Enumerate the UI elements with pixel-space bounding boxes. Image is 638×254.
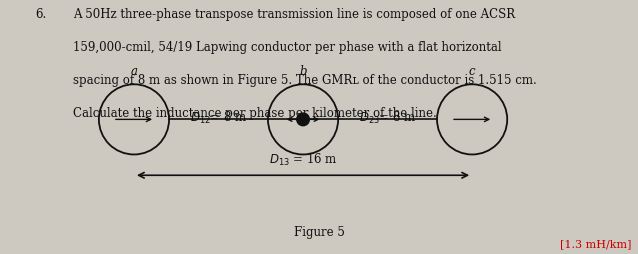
Text: Figure 5: Figure 5 <box>293 226 345 239</box>
Text: A 50Hz three-phase transpose transmission line is composed of one ACSR: A 50Hz three-phase transpose transmissio… <box>73 8 516 21</box>
Text: [1.3 mH/km]: [1.3 mH/km] <box>560 239 632 249</box>
Text: c: c <box>469 65 475 78</box>
Text: 159,000-cmil, 54/19 Lapwing conductor per phase with a flat horizontal: 159,000-cmil, 54/19 Lapwing conductor pe… <box>73 41 502 54</box>
Text: $D_{23}$= 8 m: $D_{23}$= 8 m <box>359 109 417 126</box>
Text: b: b <box>299 65 307 78</box>
Text: 6.: 6. <box>35 8 47 21</box>
Text: Calculate the inductance per phase per kilometer of the line.: Calculate the inductance per phase per k… <box>73 107 437 120</box>
Text: a: a <box>131 65 137 78</box>
Text: $D_{12}$= 8 m: $D_{12}$= 8 m <box>189 109 248 126</box>
Text: $D_{13}$ = 16 m: $D_{13}$ = 16 m <box>269 152 338 168</box>
Ellipse shape <box>297 113 309 126</box>
Text: spacing of 8 m as shown in Figure 5. The GMRʟ of the conductor is 1.515 cm.: spacing of 8 m as shown in Figure 5. The… <box>73 74 537 87</box>
